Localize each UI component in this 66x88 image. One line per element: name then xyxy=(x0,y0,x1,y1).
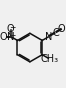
Text: O: O xyxy=(58,24,65,34)
Text: N: N xyxy=(7,32,14,42)
Text: +: + xyxy=(9,31,16,40)
Text: O: O xyxy=(7,24,15,34)
Text: CH₃: CH₃ xyxy=(41,54,59,64)
Text: −: − xyxy=(9,23,15,33)
Text: C: C xyxy=(52,28,59,38)
Text: N: N xyxy=(45,32,53,42)
Text: O: O xyxy=(0,32,7,42)
